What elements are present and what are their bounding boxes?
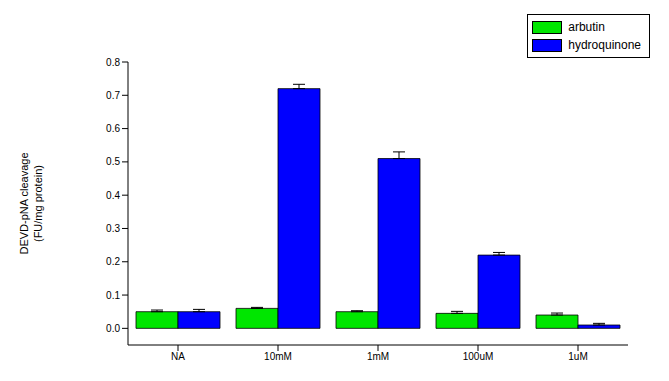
- svg-text:0.2: 0.2: [106, 256, 120, 267]
- svg-text:NA: NA: [171, 351, 185, 362]
- html-text:hydroquinone: hydroquinone: [568, 38, 641, 52]
- svg-text:0.6: 0.6: [106, 123, 120, 134]
- html-text:arbutin: arbutin: [568, 20, 605, 34]
- svg-text:0.3: 0.3: [106, 223, 120, 234]
- svg-text:0.7: 0.7: [106, 90, 120, 101]
- svg-text:0.0: 0.0: [106, 323, 120, 334]
- svg-text:0.1: 0.1: [106, 290, 120, 301]
- svg-text:1uM: 1uM: [568, 351, 587, 362]
- svg-text:0.8: 0.8: [106, 57, 120, 68]
- svg-text:0.5: 0.5: [106, 156, 120, 167]
- svg-text:10mM: 10mM: [264, 351, 292, 362]
- svg-text:1mM: 1mM: [367, 351, 389, 362]
- svg-text:0.4: 0.4: [106, 190, 120, 201]
- svg-text:100uM: 100uM: [463, 351, 494, 362]
- svg-text:DEVD-pNA cleavage(FU/mg protei: DEVD-pNA cleavage(FU/mg protein): [18, 152, 44, 254]
